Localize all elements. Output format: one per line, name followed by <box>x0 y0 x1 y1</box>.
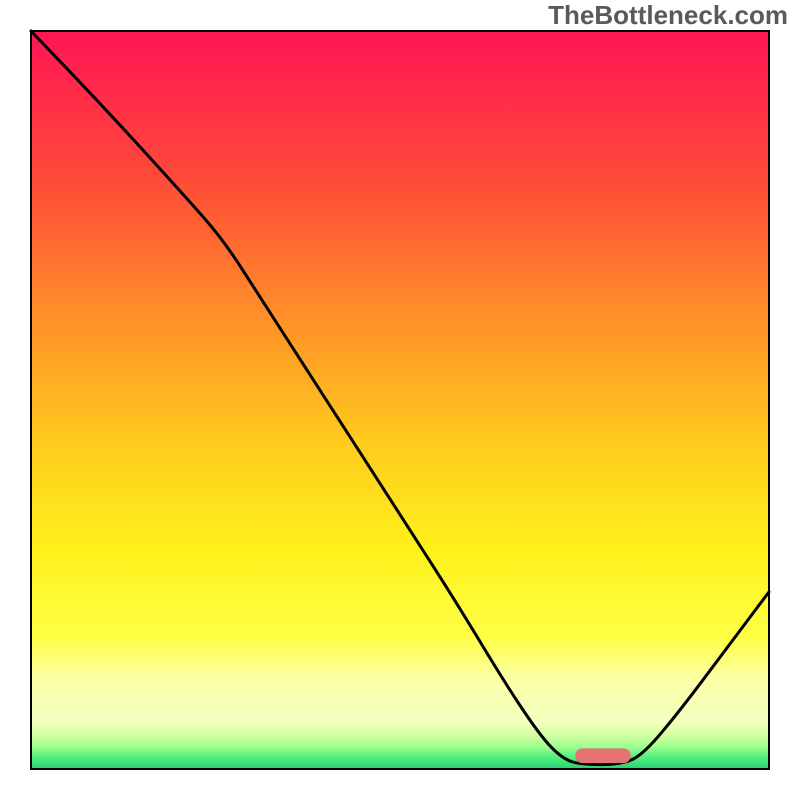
bottleneck-chart: TheBottleneck.com <box>0 0 800 800</box>
chart-svg <box>0 0 800 800</box>
plot-background <box>31 31 769 769</box>
optimal-marker <box>575 748 630 763</box>
watermark-text: TheBottleneck.com <box>548 0 788 31</box>
